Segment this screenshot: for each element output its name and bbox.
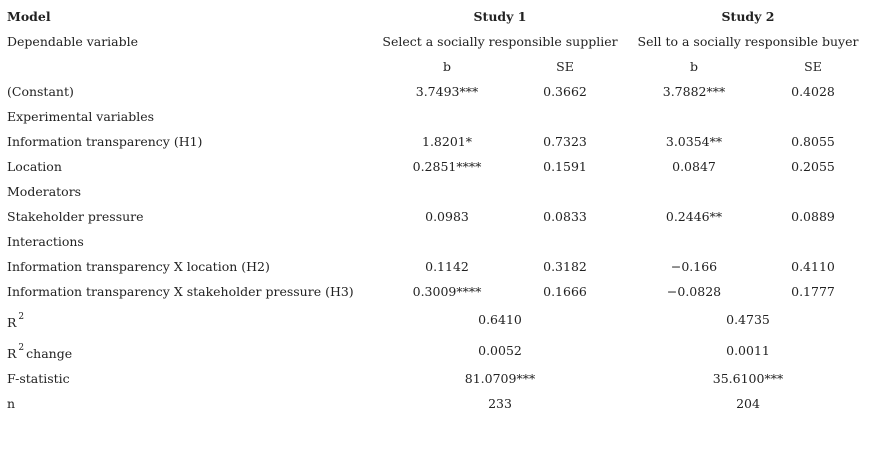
label-text: R: [7, 315, 17, 331]
cell: −0.0828: [666, 284, 722, 299]
row-label: (Constant): [7, 84, 74, 99]
row-label: Stakeholder pressure: [7, 209, 144, 224]
column-header: SE: [804, 59, 822, 74]
label-text: R: [7, 346, 17, 362]
cell: 0.0833: [543, 209, 587, 224]
cell: 0.1142: [425, 259, 469, 274]
row-label: Information transparency X stakeholder p…: [7, 284, 354, 299]
header-study: Study 2: [721, 9, 775, 24]
cell: 3.0354**: [665, 134, 723, 149]
superscript: 2: [18, 312, 25, 322]
cell: 0.1591: [543, 159, 587, 174]
column-header: SE: [556, 59, 574, 74]
summary-label: F-statistic: [7, 371, 70, 387]
summary-value: 0.4735: [726, 312, 770, 327]
cell: 0.0983: [425, 209, 469, 224]
summary-label: n: [7, 396, 15, 412]
label-suffix: change: [26, 346, 73, 362]
cell: 0.2055: [791, 159, 835, 174]
dv-label: Dependable variable: [7, 34, 139, 49]
summary-value: 0.6410: [478, 312, 522, 327]
header-model: Model: [7, 9, 51, 24]
column-header: b: [689, 59, 699, 74]
summary-value: 204: [736, 396, 760, 411]
header-study: Study 1: [473, 9, 527, 24]
superscript: 2: [18, 343, 25, 353]
summary-value: 0.0011: [726, 343, 770, 358]
label-text: n: [7, 396, 16, 411]
cell: 0.1666: [543, 284, 587, 299]
summary-label: R 2 change: [7, 343, 72, 362]
cell: 0.4110: [791, 259, 835, 274]
cell: 0.3009****: [412, 284, 482, 299]
dv: Sell to a socially responsible buyer: [637, 34, 859, 49]
summary-value: 81.0709***: [464, 371, 536, 386]
summary-value: 233: [488, 396, 512, 411]
cell: 0.1777: [791, 284, 835, 299]
cell: 0.0889: [791, 209, 835, 224]
column-header: b: [442, 59, 452, 74]
cell: 3.7493***: [415, 84, 479, 99]
cell: 0.4028: [791, 84, 835, 99]
cell: 0.3662: [543, 84, 587, 99]
summary-value: 35.6100***: [712, 371, 784, 386]
summary-value: 0.0052: [478, 343, 522, 358]
cell: 0.2446**: [665, 209, 723, 224]
cell: 0.3182: [543, 259, 587, 274]
cell: 0.7323: [543, 134, 587, 149]
label-text: F-statistic: [7, 371, 70, 386]
cell: 3.7882***: [662, 84, 726, 99]
row-label: Interactions: [7, 234, 84, 249]
dv: Select a socially responsible supplier: [382, 34, 618, 49]
cell: 0.2851****: [412, 159, 482, 174]
row-label: Experimental variables: [7, 109, 155, 124]
cell: 0.0847: [672, 159, 716, 174]
row-label: Location: [7, 159, 62, 174]
cell: −0.166: [670, 259, 718, 274]
row-label: Information transparency (H1): [7, 134, 203, 149]
cell: 1.8201*: [422, 134, 472, 149]
cell: 0.8055: [791, 134, 835, 149]
row-label: Information transparency X location (H2): [7, 259, 270, 274]
row-label: Moderators: [7, 184, 82, 199]
